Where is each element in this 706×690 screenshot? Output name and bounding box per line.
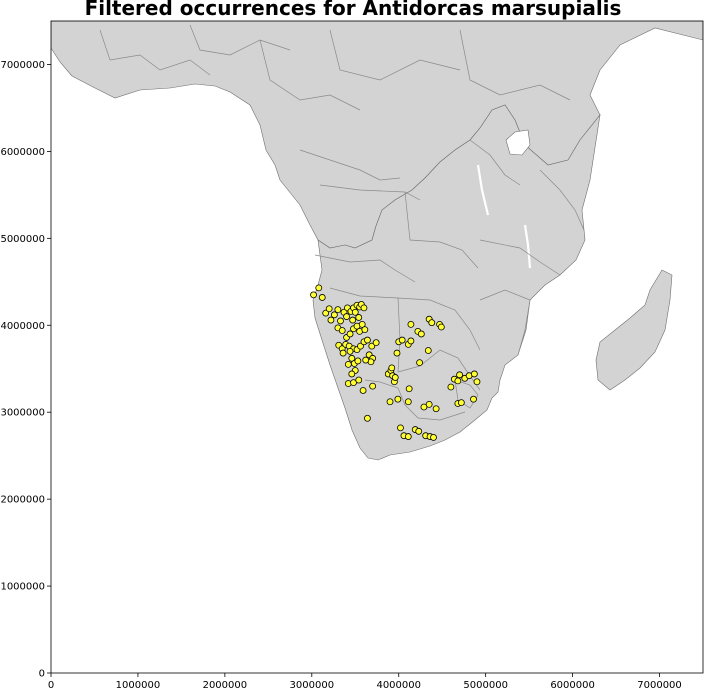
occurrence-point	[364, 336, 371, 344]
occurrence-point	[447, 383, 455, 391]
y-tick-label: 2000000	[0, 495, 45, 506]
lake-victoria	[505, 129, 531, 156]
occurrence-point	[437, 323, 445, 331]
occurrence-point	[398, 336, 406, 344]
occurrence-point	[310, 291, 317, 299]
occurrence-point	[357, 342, 364, 350]
occurrence-point	[350, 379, 357, 387]
occurrence-point	[351, 308, 359, 316]
y-tick-label: 4000000	[0, 321, 45, 332]
occurrence-point	[391, 374, 399, 381]
chart-title: Filtered occurrences for Antidorcas mars…	[84, 0, 622, 20]
occurrence-point	[344, 360, 352, 368]
occurrence-point	[424, 347, 432, 354]
occurrence-point	[397, 424, 404, 432]
occurrence-point	[360, 304, 368, 312]
occurrence-point	[417, 330, 425, 338]
occurrence-point	[432, 405, 440, 413]
occurrence-point	[361, 326, 369, 334]
occurrence-point	[368, 342, 376, 350]
occurrence-point	[386, 398, 394, 406]
occurrence-point	[358, 320, 366, 328]
occurrence-point	[346, 347, 354, 355]
occurrence-point	[349, 316, 357, 324]
x-tick-label: 4000000	[376, 680, 421, 690]
occurrence-point	[348, 354, 356, 362]
y-tick-label: 1000000	[0, 582, 45, 593]
occurrence-point	[470, 395, 477, 403]
occurrence-point	[338, 327, 346, 334]
occurrence-point	[325, 305, 333, 313]
occurrence-point	[372, 339, 380, 347]
occurrence-points	[310, 284, 481, 441]
x-tick-label: 6000000	[550, 680, 595, 690]
occurrence-point	[415, 427, 423, 435]
occurrence-point	[430, 434, 437, 441]
y-tick-label: 7000000	[0, 60, 45, 71]
occurrence-point	[404, 398, 412, 406]
occurrence-point	[388, 364, 396, 372]
country-borders	[99, 24, 585, 421]
occurrence-point	[416, 359, 423, 367]
occurrence-point	[394, 395, 402, 403]
x-tick-label: 0	[48, 680, 54, 690]
x-tick-label: 7000000	[637, 680, 682, 690]
y-tick-label: 0	[39, 669, 45, 680]
occurrence-point	[425, 400, 433, 408]
x-tick-label: 2000000	[203, 680, 248, 690]
occurrence-point	[337, 317, 344, 325]
occurrence-point	[343, 313, 350, 320]
occurrence-point	[470, 370, 478, 378]
occurrence-point	[364, 414, 371, 422]
x-tick-label: 5000000	[463, 680, 508, 690]
occurrence-point	[420, 403, 428, 411]
x-tick-label: 3000000	[290, 680, 335, 690]
occurrence-point	[405, 385, 413, 393]
southern-africa-landmass	[312, 104, 601, 461]
occurrence-point	[457, 399, 465, 407]
x-tick-label: 1000000	[116, 680, 161, 690]
axes-frame	[50, 20, 704, 674]
occurrence-point	[404, 433, 412, 440]
y-tick-label: 6000000	[0, 147, 45, 158]
madagascar-landmass	[595, 269, 673, 391]
occurrence-point	[334, 306, 342, 314]
y-tick-label: 5000000	[0, 234, 45, 245]
lake-tanganyika	[476, 164, 490, 216]
occurrence-point	[362, 356, 370, 364]
x-axis: 0 1000000 2000000 3000000 4000000 5000000 6000…	[48, 673, 682, 690]
occurrence-point	[456, 371, 463, 379]
occurrence-point	[473, 378, 481, 386]
lake-malawi	[523, 224, 532, 269]
occurrence-point	[355, 376, 363, 384]
occurrence-point	[369, 382, 377, 390]
occurrence-point	[454, 377, 462, 385]
occurrence-point	[339, 349, 347, 357]
y-tick-label: 3000000	[0, 408, 45, 419]
occurrence-point	[322, 309, 330, 317]
occurrence-point	[331, 311, 338, 319]
occurrence-point	[393, 349, 401, 357]
occurrence-point	[359, 387, 367, 394]
occurrence-point	[348, 370, 356, 378]
occurrence-point	[407, 337, 415, 345]
occurrence-point	[315, 284, 323, 292]
occurrence-point	[346, 330, 354, 338]
occurrence-point	[327, 316, 335, 324]
y-axis: 0 1000000 2000000 3000000 4000000 5000000 6000…	[0, 60, 51, 680]
occurrence-point	[355, 314, 363, 321]
occurrence-point	[318, 294, 326, 301]
land-layer	[51, 21, 703, 461]
occurrence-point	[428, 319, 436, 327]
occurrence-point	[354, 357, 362, 365]
occurrence-point	[407, 320, 415, 328]
